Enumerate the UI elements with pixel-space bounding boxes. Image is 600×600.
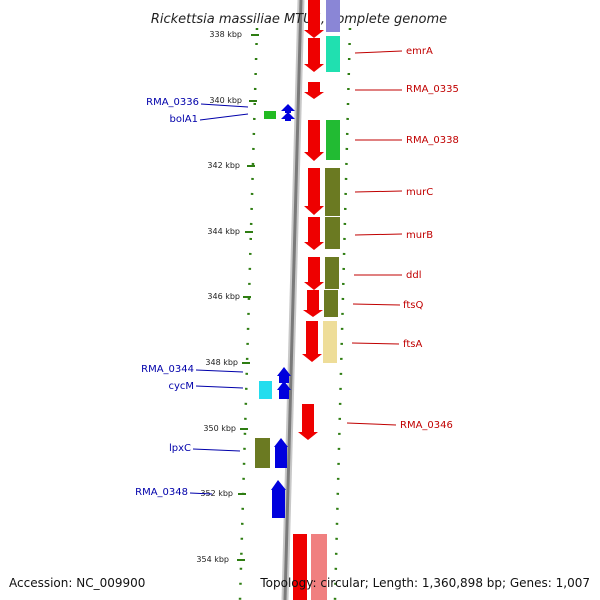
label-leader <box>192 448 241 452</box>
right-gene-labels: emrA RMA_0335 RMA_0338 murC murB ddl fts… <box>346 46 459 431</box>
topology-text: Topology: circular; Length: 1,360,898 bp… <box>260 576 590 590</box>
feature-block <box>259 381 272 399</box>
gene-arrow <box>311 534 327 600</box>
gene-label-rma-0348: RMA_0348 <box>135 487 188 498</box>
gene-arrow <box>304 168 324 215</box>
accession-text: Accession: NC_009900 <box>9 576 146 590</box>
gene-label-rma-0346: RMA_0346 <box>400 420 453 431</box>
feature-block <box>323 321 337 363</box>
gene-arrow <box>298 404 318 440</box>
gene-arrow <box>293 534 307 600</box>
tick-label: 344 kbp <box>207 227 240 236</box>
label-leader <box>352 303 401 306</box>
label-leader <box>195 385 244 389</box>
label-leader <box>195 369 244 373</box>
gene-arrow <box>304 38 324 72</box>
label-leader <box>351 342 400 345</box>
gene-label-cycm: cycM <box>168 381 194 392</box>
gene-arrow <box>277 367 291 383</box>
reverse-strand-genes <box>255 104 295 518</box>
tick-label: 354 kbp <box>196 555 229 564</box>
tick-label: 352 kbp <box>200 489 233 498</box>
gene-label-rma-0344: RMA_0344 <box>141 364 194 375</box>
gene-label-bola1: bolA1 <box>170 114 198 125</box>
feature-block <box>325 217 340 249</box>
gene-label-rma-0336: RMA_0336 <box>146 97 199 108</box>
gene-label-rma-0335: RMA_0335 <box>406 84 459 95</box>
left-gene-labels: RMA_0336 bolA1 RMA_0344 cycM lpxC RMA_03… <box>135 97 249 498</box>
tick-label: 346 kbp <box>207 292 240 301</box>
label-leader <box>354 233 403 236</box>
gene-label-emra: emrA <box>406 46 433 57</box>
kbp-ticks: 338 kbp 340 kbp 342 kbp 344 kbp 346 kbp … <box>196 30 259 564</box>
gene-arrow <box>304 257 324 290</box>
feature-block <box>264 111 276 119</box>
feature-block <box>325 168 340 216</box>
forward-strand-genes <box>293 0 327 600</box>
gene-arrow <box>304 0 324 38</box>
gene-arrow <box>274 438 288 468</box>
feature-block <box>326 36 340 72</box>
left-tick-track <box>238 27 259 600</box>
gene-label-murc: murC <box>406 187 433 198</box>
gene-arrow <box>281 104 295 113</box>
gene-arrow <box>304 217 324 250</box>
feature-block <box>325 257 339 289</box>
chromosome-axis <box>283 0 303 600</box>
gene-label-ddl: ddl <box>406 270 421 281</box>
right-tick-track <box>333 27 352 600</box>
label-leader <box>189 492 213 495</box>
label-leader <box>200 103 249 108</box>
gene-arrow <box>304 120 324 161</box>
feature-block <box>324 290 338 317</box>
feature-block <box>326 0 340 32</box>
gene-arrow <box>271 480 286 518</box>
map-title: Rickettsia massiliae MTU5, complete geno… <box>151 12 447 27</box>
gene-label-rma-0338: RMA_0338 <box>406 135 459 146</box>
label-leader <box>354 50 403 54</box>
tick-label: 338 kbp <box>209 30 242 39</box>
gene-label-murb: murB <box>406 230 433 241</box>
tick-label: 340 kbp <box>209 96 242 105</box>
label-leader <box>199 113 249 121</box>
label-leader <box>354 190 403 193</box>
tick-label: 348 kbp <box>205 358 238 367</box>
gene-arrow <box>281 112 295 121</box>
gene-arrow <box>304 82 324 99</box>
tick-label: 342 kbp <box>207 161 240 170</box>
feature-block <box>326 120 340 160</box>
label-leader <box>346 422 397 426</box>
gene-arrow <box>302 321 322 362</box>
tick-label: 350 kbp <box>203 424 236 433</box>
gene-label-ftsa: ftsA <box>403 339 422 350</box>
gene-label-ftsq: ftsQ <box>403 300 423 311</box>
gene-label-lpxc: lpxC <box>169 443 191 454</box>
gene-arrow <box>277 381 291 399</box>
gene-arrow <box>303 290 323 317</box>
feature-block <box>255 438 270 468</box>
right-feature-blocks <box>323 0 340 363</box>
